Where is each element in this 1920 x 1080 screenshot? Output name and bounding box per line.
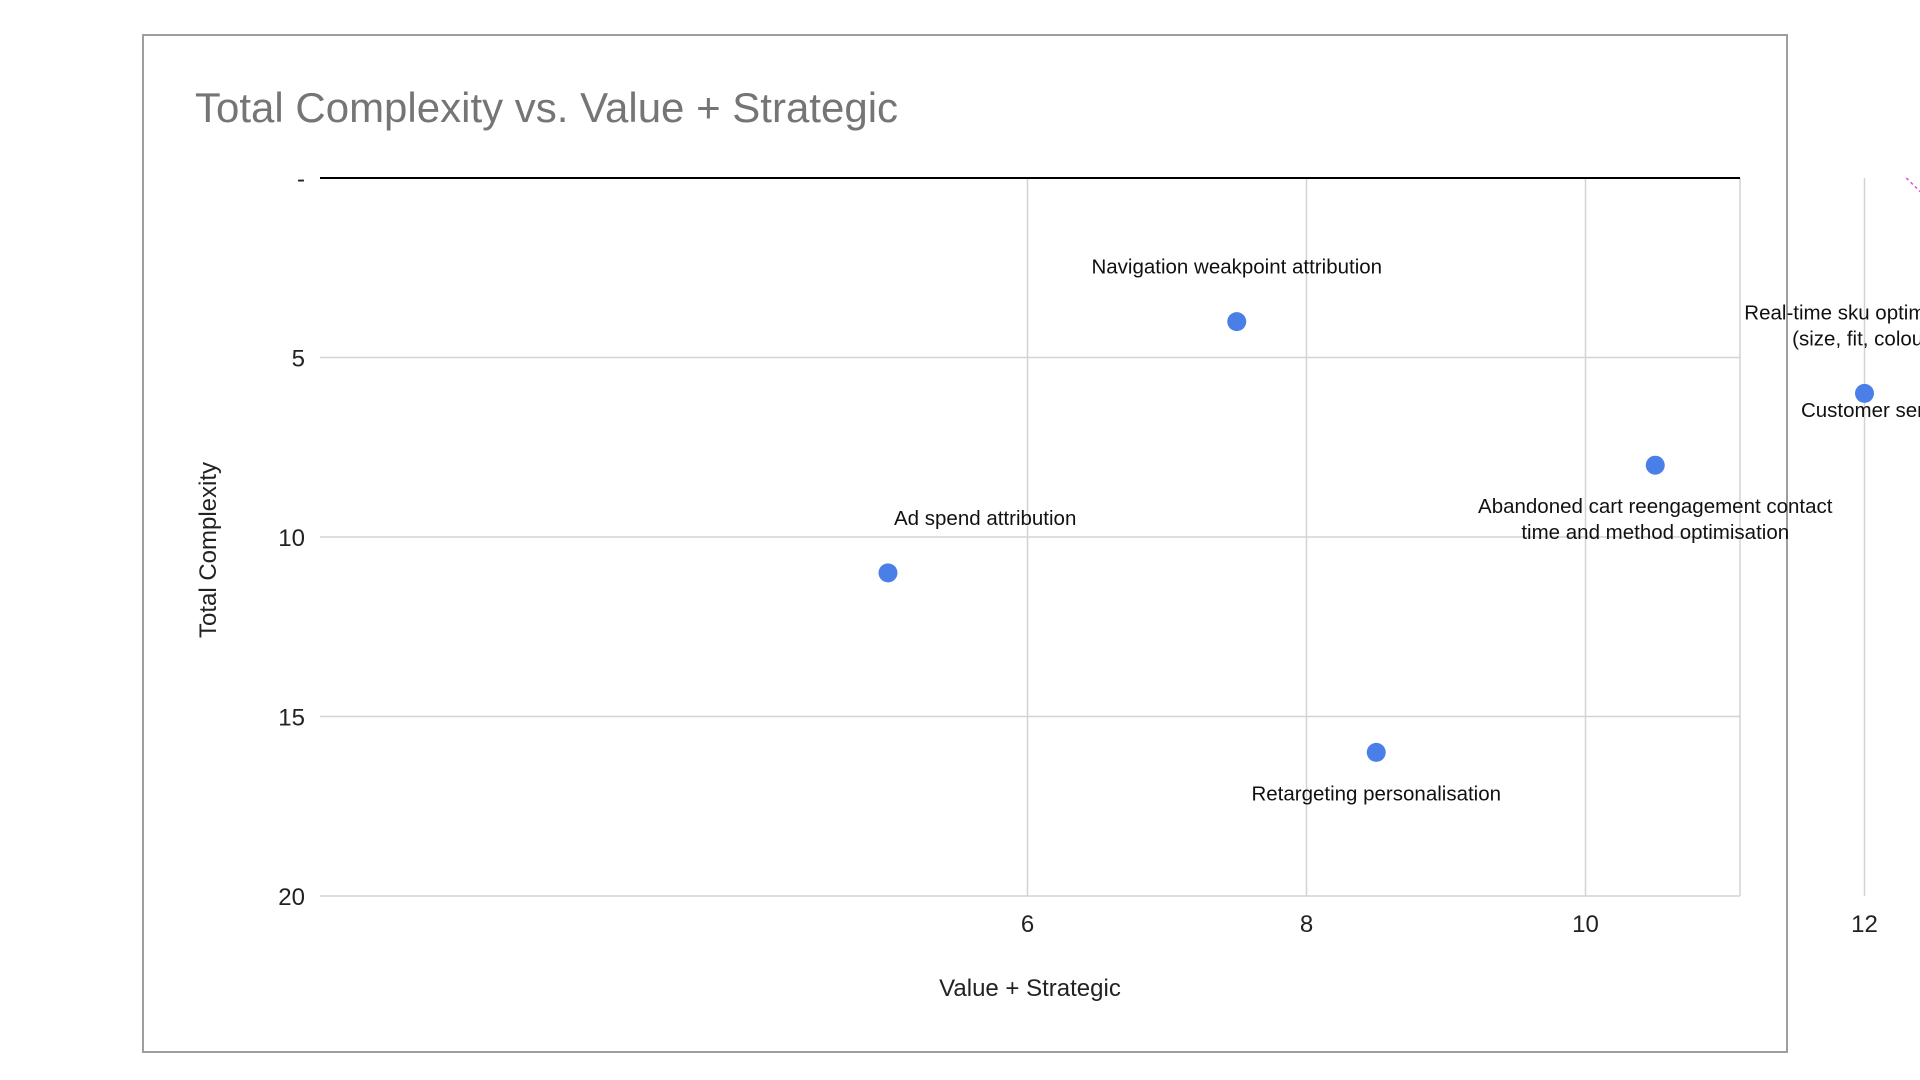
y-tick-label: 10 [278, 525, 305, 552]
grid-layer [320, 177, 1866, 897]
data-point-label: Ad spend attribution [894, 507, 1076, 530]
point-layer [878, 312, 1874, 762]
data-point[interactable] [1645, 455, 1665, 475]
y-tick-label: - [297, 166, 305, 193]
x-axis-title: Value + Strategic [939, 975, 1121, 1002]
data-point[interactable] [1855, 383, 1874, 403]
y-tick-label: 20 [278, 884, 305, 911]
x-tick-label: 6 [1021, 911, 1034, 938]
y-tick-label: 5 [292, 346, 305, 373]
data-point[interactable] [1227, 312, 1247, 332]
data-point-label: Retargeting personalisation [1251, 782, 1501, 805]
y-axis-title: Total Complexity [195, 462, 222, 638]
label-layer: Ad spend attribution Navigation weakpoint… [894, 256, 1920, 806]
data-point-label: Abandoned cart reengagement contact time … [1478, 495, 1833, 544]
x-tick-label: 12 [1851, 911, 1878, 938]
data-point[interactable] [878, 563, 898, 583]
data-point[interactable] [1366, 742, 1386, 762]
chart-frame [142, 34, 1788, 1053]
y-tick-label: 15 [278, 705, 305, 732]
x-tick-label: 10 [1572, 911, 1599, 938]
data-point-label: Customer service automation [1801, 399, 1920, 422]
data-point-label: Navigation weakpoint attribution [1091, 256, 1382, 279]
data-point-label: Real-time sku optimisation(size, fit, co… [1744, 301, 1920, 350]
x-tick-label: 8 [1300, 911, 1313, 938]
chart-title: Total Complexity vs. Value + Strategic [195, 84, 898, 131]
